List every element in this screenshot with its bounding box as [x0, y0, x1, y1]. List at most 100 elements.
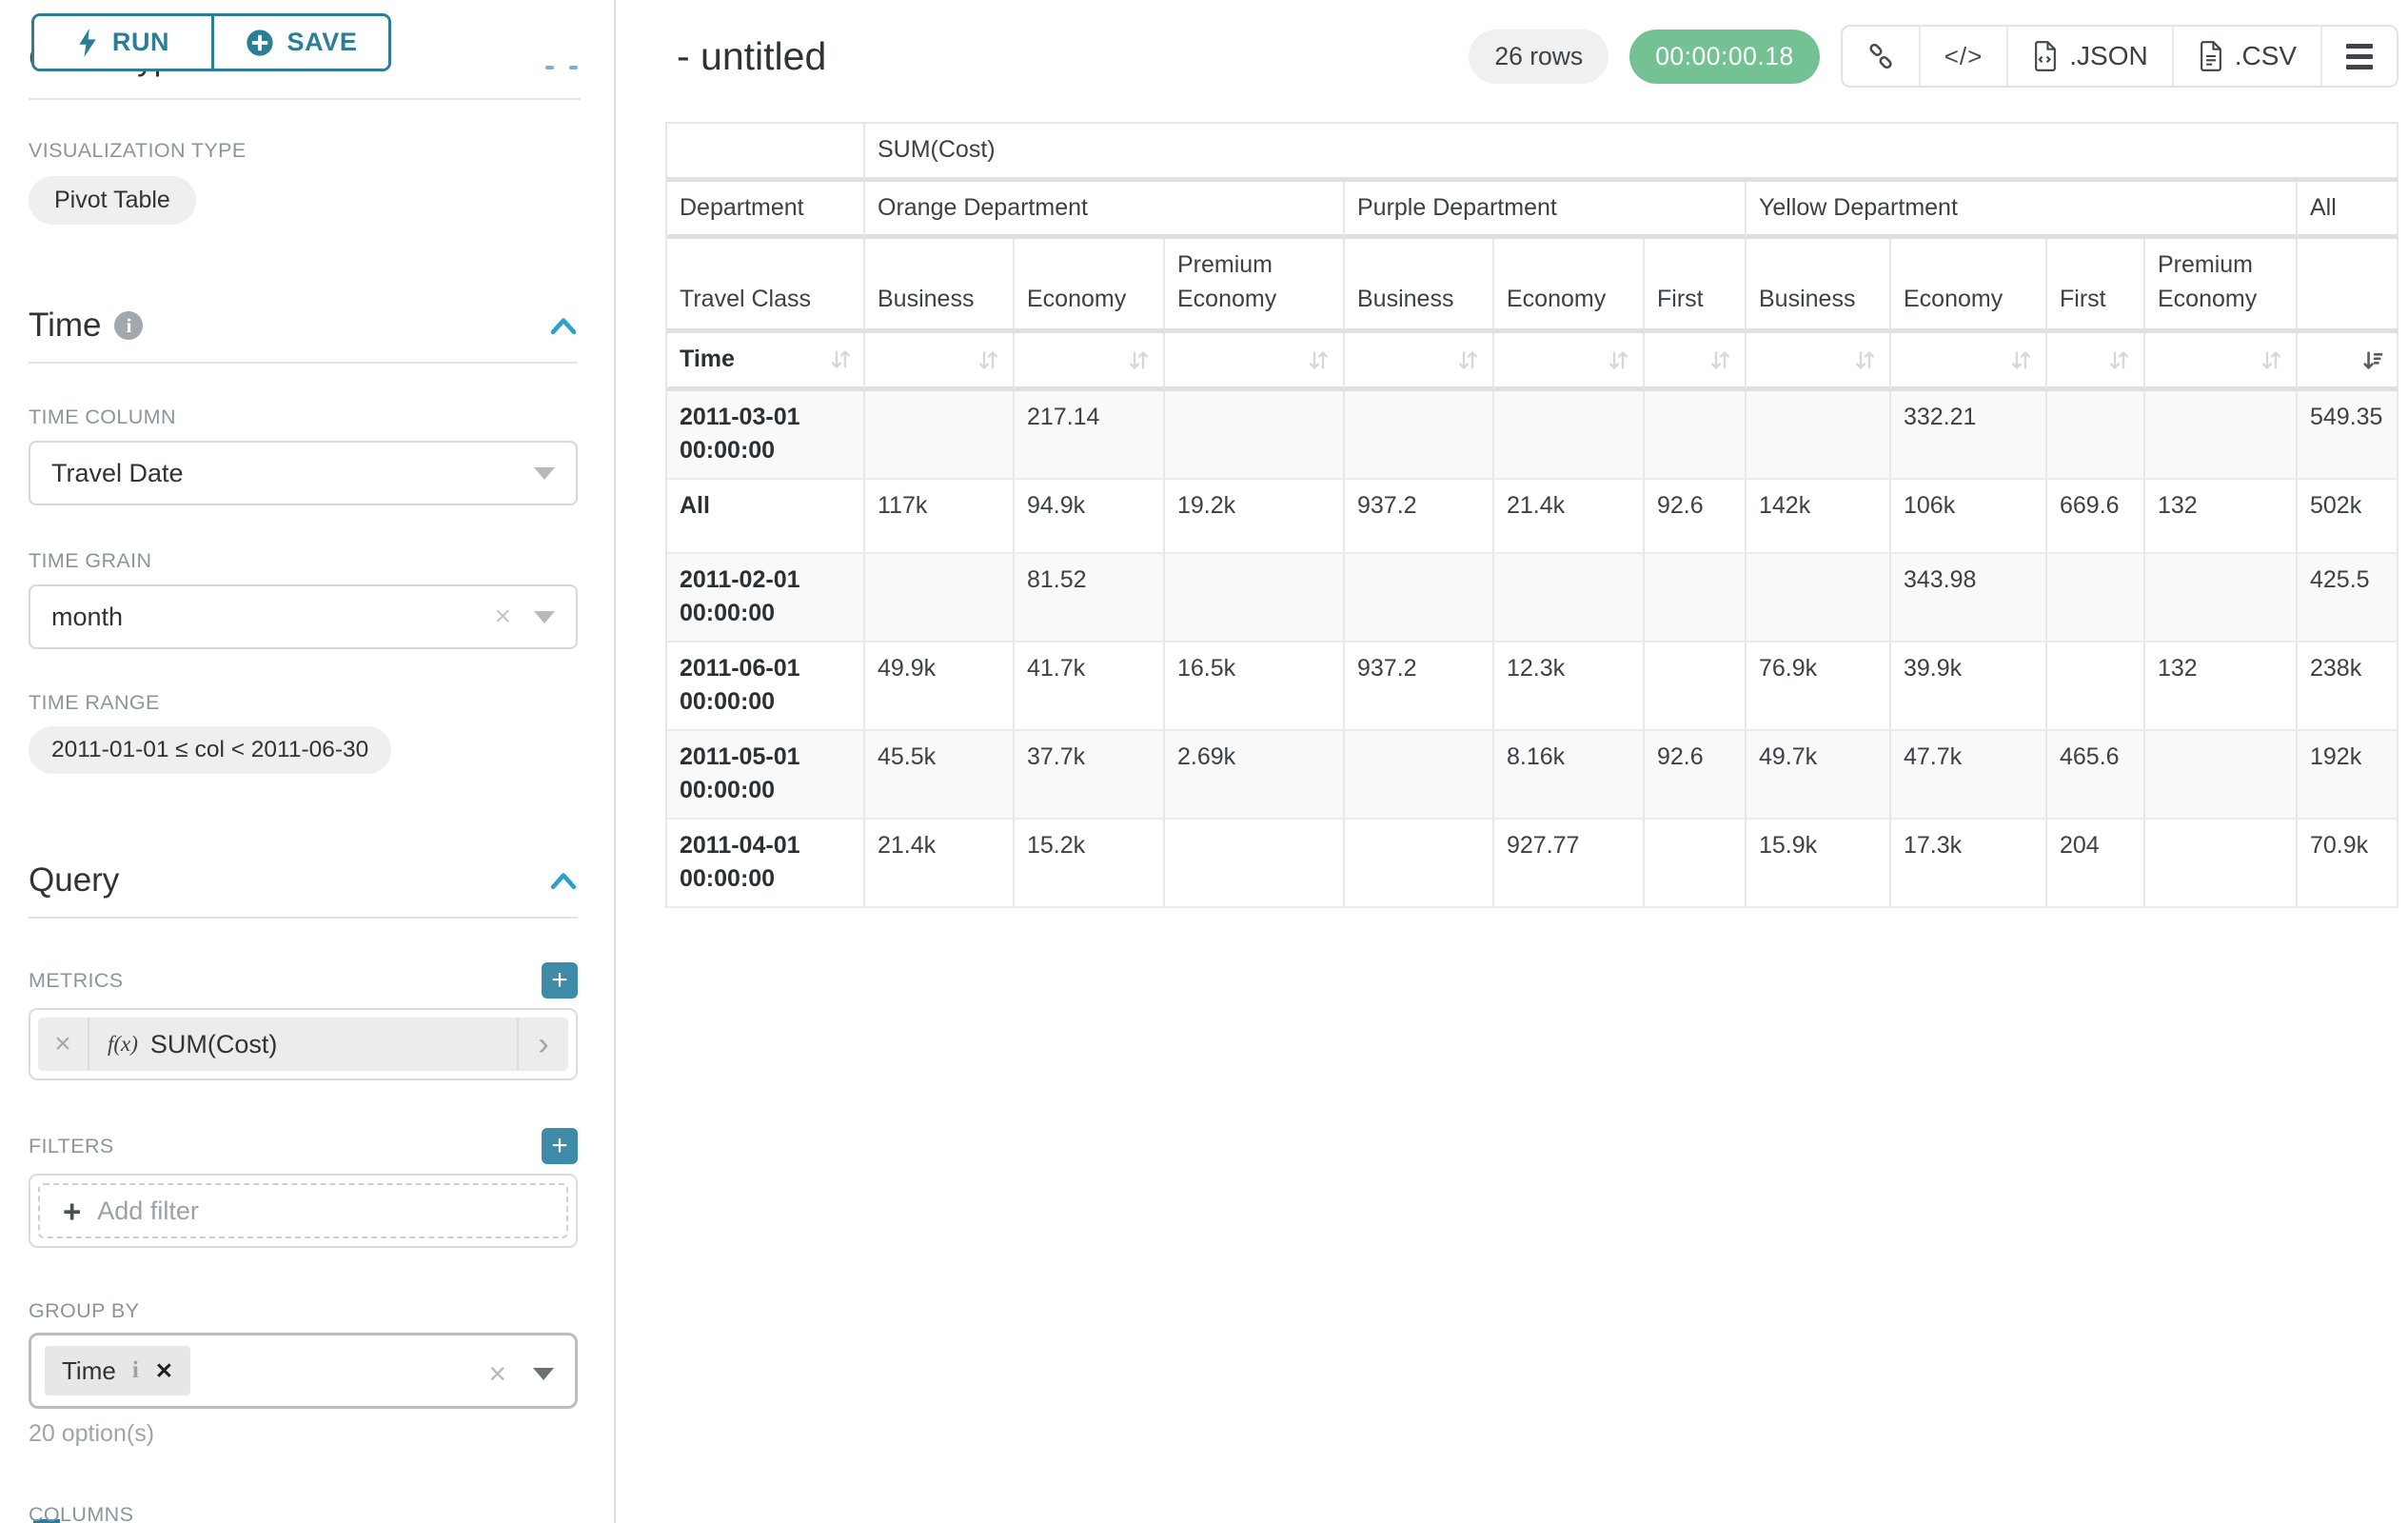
chart-panel: - untitled 26 rows 00:00:00.18 </> [616, 0, 2408, 1523]
file-text-icon [2200, 41, 2221, 71]
export-csv-button[interactable]: .CSV [2171, 27, 2321, 86]
pivot-cell [2145, 553, 2298, 643]
visualization-type-pill[interactable]: Pivot Table [29, 176, 196, 225]
pivot-sort-cell [1015, 333, 1165, 391]
chevron-right-icon[interactable]: › [517, 1018, 568, 1071]
remove-tag-icon[interactable]: ✕ [154, 1357, 174, 1383]
pivot-cell: 92.6 [1645, 479, 1747, 554]
link-icon [1869, 43, 1892, 69]
chevron-up-icon[interactable] [549, 316, 578, 335]
add-filter-dropzone[interactable]: + Add filter [38, 1183, 568, 1238]
pivot-cell [1645, 642, 1747, 731]
pivot-sort-cell [2047, 333, 2145, 391]
pivot-sub-column: Business [1345, 239, 1494, 333]
pivot-sub-column [2298, 239, 2399, 333]
pivot-cell [1645, 819, 1747, 908]
pivot-dim-label-travel-class: Travel Class [667, 239, 865, 333]
save-button[interactable]: SAVE [211, 16, 388, 69]
lightning-icon [79, 28, 96, 57]
pivot-sub-column: Economy [1891, 239, 2047, 333]
plus-icon: + [63, 1193, 82, 1229]
pivot-cell: 502k [2298, 479, 2399, 554]
query-section-header: Query [29, 861, 578, 900]
pivot-cell: 19.2k [1165, 479, 1345, 554]
group-by-tags: Time i ✕ [45, 1346, 562, 1395]
add-metric-button[interactable]: + [542, 962, 578, 999]
row-count-badge: 26 rows [1469, 29, 1609, 84]
pivot-cell [2047, 390, 2145, 480]
time-grain-select[interactable]: month × [29, 584, 578, 649]
chevron-down-icon[interactable] [533, 1367, 554, 1380]
clear-icon[interactable]: × [494, 601, 511, 632]
pivot-cell: 132 [2145, 479, 2298, 554]
pivot-header: SUM(Cost) Department Orange Department Purp… [667, 124, 2399, 391]
pivot-cell [1747, 390, 1891, 480]
sort-icon[interactable] [1852, 347, 1878, 373]
filters-label: FILTERS [29, 1134, 114, 1157]
section-divider [29, 917, 578, 919]
run-save-button-group: RUN SAVE [31, 13, 391, 71]
save-button-label: SAVE [286, 28, 358, 56]
selected-option-tag[interactable]: Time i ✕ [45, 1346, 191, 1395]
remove-metric-icon[interactable]: × [38, 1018, 89, 1071]
metric-pill[interactable]: × f(x) SUM(Cost) › [38, 1018, 568, 1071]
pivot-cell: 465.6 [2047, 730, 2145, 820]
pivot-cell: 41.7k [1015, 642, 1165, 731]
pivot-corner-cell [667, 124, 865, 182]
export-json-button[interactable]: .JSON [2006, 27, 2172, 86]
pivot-cell: 142k [1747, 479, 1891, 554]
run-button[interactable]: RUN [34, 16, 211, 69]
pivot-sort-cell [2145, 333, 2298, 391]
time-column-select[interactable]: Travel Date [29, 441, 578, 505]
chevron-up-icon[interactable] [549, 871, 578, 890]
query-section-title: Query [29, 861, 120, 899]
pivot-body: 2011-03-01 00:00:00 217.14 332.21 549.35 All… [667, 390, 2399, 908]
sort-icon[interactable] [828, 346, 854, 372]
sort-icon[interactable] [1606, 347, 1631, 373]
pivot-sort-cell [865, 333, 1015, 391]
pivot-cell [865, 390, 1015, 480]
sort-icon[interactable] [2008, 347, 2034, 373]
pivot-dim-label-department: Department [667, 181, 865, 239]
section-divider [29, 98, 581, 100]
sort-desc-active-icon[interactable] [2359, 347, 2385, 373]
pivot-sort-cell [1494, 333, 1645, 391]
view-query-button[interactable]: </> [1918, 27, 2007, 86]
pivot-cell: 343.98 [1891, 553, 2047, 643]
pivot-row: 2011-04-01 00:00:00 21.4k 15.2k 927.77 15.9k… [667, 819, 2399, 908]
sort-icon[interactable] [1306, 347, 1332, 373]
copy-link-button[interactable] [1842, 27, 1919, 86]
time-range-pill[interactable]: 2011-01-01 ≤ col < 2011-06-30 [29, 726, 392, 774]
pivot-sub-column: Economy [1494, 239, 1645, 333]
pivot-cell: 937.2 [1345, 479, 1494, 554]
pivot-cell: 117k [865, 479, 1015, 554]
pivot-row-label: 2011-03-01 00:00:00 [667, 390, 865, 480]
chart-title[interactable]: - untitled [677, 33, 827, 78]
sort-icon[interactable] [1126, 347, 1152, 373]
columns-label: COLUMNS [29, 1503, 134, 1523]
pivot-cell [2145, 730, 2298, 820]
add-filter-button[interactable]: + [542, 1128, 578, 1164]
time-grain-label: TIME GRAIN [29, 549, 152, 572]
more-options-button[interactable] [2320, 27, 2398, 86]
sort-icon[interactable] [976, 347, 1001, 373]
group-by-label: GROUP BY [29, 1299, 140, 1322]
sort-icon[interactable] [1707, 347, 1733, 373]
chart-type-collapse-chevron-clipped[interactable] [545, 66, 578, 69]
menu-icon [2346, 43, 2374, 69]
pivot-sub-column: Business [865, 239, 1015, 333]
clear-icon[interactable]: × [488, 1356, 506, 1391]
sort-icon[interactable] [2106, 347, 2132, 373]
run-button-label: RUN [111, 28, 170, 56]
pivot-cell: 204 [2047, 819, 2145, 908]
code-icon: </> [1944, 41, 1984, 70]
sort-icon[interactable] [1455, 347, 1481, 373]
pivot-sort-cell [1645, 333, 1747, 391]
tag-label: Time [62, 1355, 116, 1385]
function-icon: f(x) [108, 1032, 138, 1056]
group-by-select[interactable]: Time i ✕ × [29, 1333, 578, 1409]
export-json-label: .JSON [2069, 41, 2148, 70]
sort-icon[interactable] [2259, 347, 2284, 373]
time-range-label: TIME RANGE [29, 691, 160, 714]
metrics-label: METRICS [29, 968, 124, 992]
